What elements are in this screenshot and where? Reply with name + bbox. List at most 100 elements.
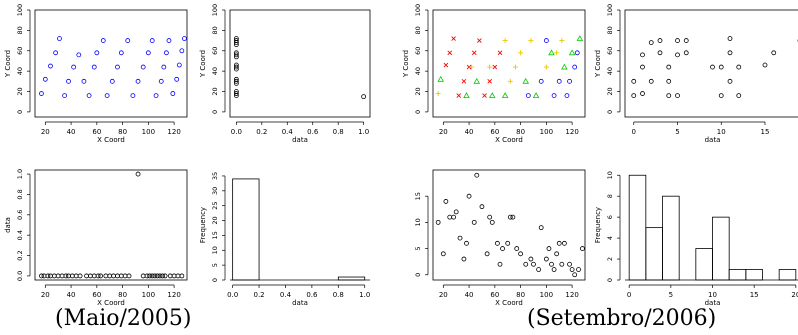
x-tick-label: 20: [439, 291, 448, 299]
data-point: [118, 50, 124, 56]
x-tick-label: 15: [750, 291, 759, 299]
x-tick-label: 100: [540, 291, 553, 299]
data-point: [81, 78, 87, 84]
x-tick-label: 60: [92, 291, 101, 299]
data-point: [122, 273, 128, 279]
data-point: [727, 50, 733, 56]
data-point: [492, 64, 498, 70]
data-point: [580, 246, 585, 251]
data-point: [98, 273, 104, 279]
data-point: [477, 38, 482, 43]
y-tick-label: 0.8: [16, 189, 24, 199]
x-tick-label: 0.4: [280, 291, 292, 299]
data-point: [125, 38, 131, 43]
data-point: [648, 40, 654, 46]
x-tick-label: 0.6: [307, 128, 319, 136]
x-tick-label: 80: [118, 291, 127, 299]
data-point: [466, 64, 472, 70]
data-point: [501, 92, 509, 98]
data-point: [179, 48, 185, 54]
x-axis-label: X Coord: [495, 299, 523, 307]
data-point: [461, 256, 467, 262]
histogram-bar: [695, 248, 713, 281]
data-point: [233, 52, 239, 58]
y-tick-label: 100: [16, 4, 24, 16]
data-point: [66, 273, 71, 279]
data-point: [152, 273, 158, 279]
data-point: [176, 62, 182, 68]
data-point: [53, 50, 59, 56]
data-point: [463, 92, 470, 98]
data-point: [648, 78, 654, 84]
data-point: [103, 273, 109, 279]
data-point: [497, 50, 503, 56]
data-point: [469, 64, 475, 70]
data-point: [543, 38, 549, 43]
data-point: [57, 36, 62, 41]
data-point: [561, 63, 568, 70]
data-point: [115, 273, 120, 279]
chart-panel-7: 20 40 60 80 100 120 0 5 10 15 X Coord: [414, 169, 586, 307]
y-tick-label: 0: [414, 110, 422, 114]
data-point: [675, 52, 680, 58]
data-point: [149, 273, 155, 279]
data-point: [451, 36, 456, 41]
x-tick-label: 120: [167, 291, 180, 299]
data-point: [144, 273, 150, 279]
data-point: [736, 64, 742, 70]
chart-panel-1: 20 40 60 80 100 120 0 20 40 60 80 100 X Coord Y Coord: [4, 4, 188, 144]
plot-frame: [229, 9, 371, 118]
y-tick-label: 10: [211, 246, 219, 254]
data-point: [482, 93, 487, 98]
data-point: [435, 219, 441, 225]
x-tick-label: 20: [41, 128, 50, 136]
data-point: [171, 273, 177, 279]
data-point: [528, 256, 534, 262]
x-tick-label: 80: [516, 128, 525, 136]
data-point: [495, 240, 500, 246]
data-point: [489, 219, 495, 225]
data-point: [157, 273, 163, 279]
data-point: [683, 38, 689, 43]
y-tick-label: 0: [606, 110, 614, 114]
data-point: [474, 172, 480, 178]
x-tick-label: 0: [632, 128, 636, 136]
data-point: [631, 78, 637, 84]
y-axis-label: data: [4, 217, 12, 233]
data-point: [479, 204, 485, 210]
plot-frame: [432, 169, 586, 281]
x-axis-label: data: [705, 136, 721, 144]
data-point: [559, 261, 565, 267]
y-tick-label: 60: [606, 47, 614, 55]
data-point: [62, 93, 68, 98]
y-tick-label: 100: [414, 4, 422, 16]
data-point: [115, 64, 120, 70]
histogram-bar: [778, 269, 797, 281]
data-point: [361, 94, 367, 100]
x-tick-label: 120: [565, 128, 578, 136]
data-point: [59, 273, 65, 279]
data-point: [569, 267, 575, 272]
caption-left: (Maio/2005): [55, 306, 192, 331]
data-point: [233, 36, 239, 41]
y-axis-label: Frequency: [594, 207, 602, 243]
x-axis-label: data: [292, 299, 308, 307]
y-tick-label: 15: [414, 192, 422, 200]
x-tick-label: 1.0: [358, 128, 369, 136]
data-point: [443, 62, 449, 68]
chart-panel-2: 0.0 0.2 0.4 0.6 0.8 1.0 0 20 40 60 80 100 data Y Coor…: [199, 4, 371, 144]
data-point: [548, 49, 555, 56]
data-point: [107, 273, 113, 279]
data-point: [451, 214, 457, 220]
data-point: [471, 50, 477, 56]
data-point: [175, 273, 181, 279]
data-point: [91, 64, 97, 70]
data-point: [154, 273, 160, 279]
data-point: [39, 273, 44, 279]
y-axis-label: Frequency: [199, 207, 207, 243]
histogram-bar: [745, 269, 763, 281]
y-tick-label: 0: [606, 278, 614, 282]
data-point: [536, 267, 542, 272]
x-tick-label: 5: [669, 291, 673, 299]
